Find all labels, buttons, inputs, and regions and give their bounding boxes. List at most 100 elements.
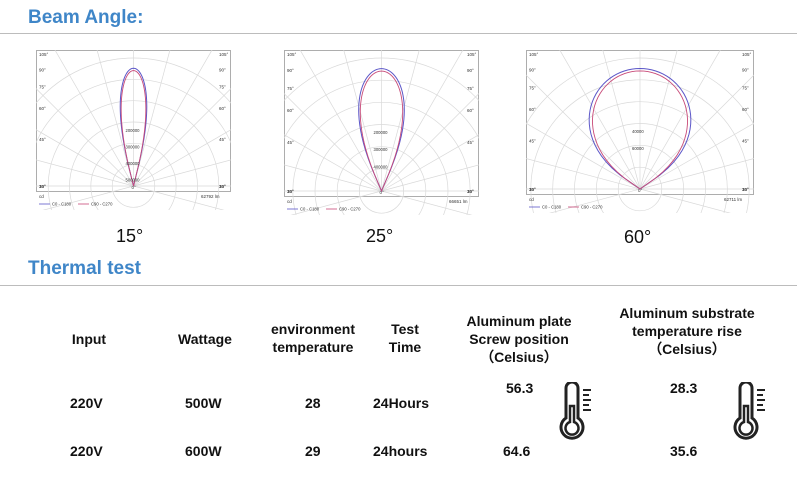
legend-entry: C0 - C180	[300, 207, 320, 212]
grid-spoke	[42, 185, 134, 210]
grid-spoke	[549, 188, 641, 213]
grid-spoke	[299, 50, 382, 192]
angle-tick-label: 0°	[638, 188, 643, 193]
angle-tick-label: 0°	[380, 190, 385, 195]
cd-label: cd	[529, 197, 534, 202]
angle-tick-label: 75°	[742, 85, 749, 90]
grid-spoke	[559, 50, 641, 190]
grid-spoke	[36, 88, 134, 187]
row2-env-temp: 29	[305, 443, 321, 459]
grid-spoke	[381, 190, 473, 215]
angle-tick-label: 105°	[39, 52, 49, 57]
angle-tick-label: 30°	[467, 189, 474, 194]
beam-curve-c0	[119, 67, 148, 187]
grid-spoke	[639, 188, 731, 213]
legend-entry: C90 - C270	[91, 202, 113, 207]
grid-spoke	[284, 164, 382, 192]
header-aluminum-substrate: Aluminum substrate temperature rise （Cel…	[619, 305, 755, 357]
angle-tick-label: 60°	[742, 107, 749, 112]
grid-spoke	[526, 122, 641, 190]
grid-spoke	[36, 159, 134, 187]
angle-tick-label: 30°	[287, 189, 294, 194]
grid-spoke	[343, 50, 382, 192]
grid-spoke	[284, 134, 382, 192]
cd-label: cd	[287, 199, 292, 204]
angle-tick-label: 15°	[39, 184, 46, 189]
row2-time: 24hours	[373, 443, 428, 459]
angle-tick-label: 15°	[742, 187, 749, 192]
beam-curve-c0	[358, 68, 405, 193]
divider	[0, 285, 797, 286]
angle-tick-label: 90°	[287, 68, 294, 73]
angle-tick-label: 0°	[132, 185, 137, 190]
grid-spoke	[602, 50, 641, 190]
beam-curve-c90	[592, 70, 688, 190]
grid-spoke	[54, 50, 134, 187]
angle-tick-label: 75°	[39, 85, 46, 90]
grid-spoke	[133, 159, 231, 187]
legend-entry: C0 - C180	[52, 202, 72, 207]
angle-tick-label: 45°	[742, 139, 749, 144]
polar-diagram: 105°90°75°60°45°30°15°105°90°75°60°45°30…	[526, 50, 754, 213]
radial-value-label: 40000	[632, 129, 644, 134]
angle-tick-label: 105°	[219, 52, 229, 57]
row1-input: 220V	[70, 395, 103, 411]
lumens-label: 62711 lm	[724, 197, 742, 202]
grid-spoke	[133, 50, 213, 187]
grid-spoke	[36, 129, 134, 187]
thermal-test-heading: Thermal test	[28, 258, 141, 279]
angle-tick-label: 15°	[529, 187, 536, 192]
radial-value-label: 300000	[374, 147, 389, 152]
grid-spoke	[133, 185, 225, 210]
radial-value-label: 200000	[374, 130, 389, 135]
radial-value-label: 500000	[126, 178, 141, 183]
polar-chart-25: 105° 90° 75° 60° 45° 30° 15° 105° 90° 75° 60° 45° 30…	[284, 50, 479, 215]
angle-tick-label: 15°	[467, 189, 474, 194]
thermometer-icon	[555, 380, 595, 449]
angle-tick-label: 45°	[219, 137, 226, 142]
grid-spoke	[96, 50, 134, 187]
angle-tick-label: 15°	[219, 184, 226, 189]
beam-angle-heading: Beam Angle:	[28, 7, 144, 28]
header-input: Input	[71, 331, 107, 347]
beam-curve-c90	[359, 70, 404, 193]
grid-spoke	[639, 158, 754, 190]
angle-tick-label: 15°	[287, 189, 294, 194]
angle-tick-label: 90°	[219, 67, 226, 72]
angle-tick-label: 30°	[39, 184, 46, 189]
legend-entry: C90 - C270	[339, 207, 361, 212]
radial-value-label: 200000	[126, 128, 141, 133]
angle-tick-label: 105°	[529, 52, 539, 57]
angle-tick-label: 45°	[39, 137, 46, 142]
grid-spoke	[381, 164, 479, 192]
grid-spoke	[284, 93, 382, 192]
angle-tick-label: 45°	[467, 140, 474, 145]
angle-tick-label: 105°	[467, 52, 477, 57]
polar-chart-60: 105° 90° 75° 60° 45° 30° 15° 105° 90° 75° 60° 45° 30…	[526, 50, 754, 213]
polar-chart-15: 105° 90° 75° 60° 45° 30° 15° 105° 90° 75° 60° 45° 30…	[36, 50, 231, 210]
angle-label-15: 15°	[116, 226, 144, 246]
grid-spoke	[639, 50, 721, 190]
row2-wattage: 600W	[185, 443, 222, 459]
row1-time: 24Hours	[373, 395, 430, 411]
angle-tick-label: 90°	[529, 68, 536, 73]
grid-spoke	[526, 158, 641, 190]
header-aluminum-plate: Aluminum plate Screw position （Celsius）	[466, 313, 572, 365]
angle-tick-label: 60°	[467, 108, 474, 113]
divider	[0, 33, 797, 34]
row1-wattage: 500W	[185, 395, 222, 411]
row2-input: 220V	[70, 443, 103, 459]
angle-tick-label: 75°	[287, 86, 294, 91]
row1-env-temp: 28	[305, 395, 321, 411]
polar-diagram: 105°90°75°60°45°30°15°105°90°75°60°45°30…	[284, 50, 479, 215]
angle-tick-label: 60°	[529, 107, 536, 112]
radial-value-label: 400000	[374, 164, 389, 169]
row1-substrate-temp: 28.3	[670, 380, 698, 396]
grid-spoke	[133, 50, 171, 187]
angle-tick-label: 30°	[742, 187, 749, 192]
thermometer-icon	[729, 380, 769, 449]
angle-tick-label: 30°	[529, 187, 536, 192]
grid-spoke	[639, 50, 678, 190]
angle-tick-label: 90°	[467, 68, 474, 73]
angle-tick-label: 90°	[742, 68, 749, 73]
